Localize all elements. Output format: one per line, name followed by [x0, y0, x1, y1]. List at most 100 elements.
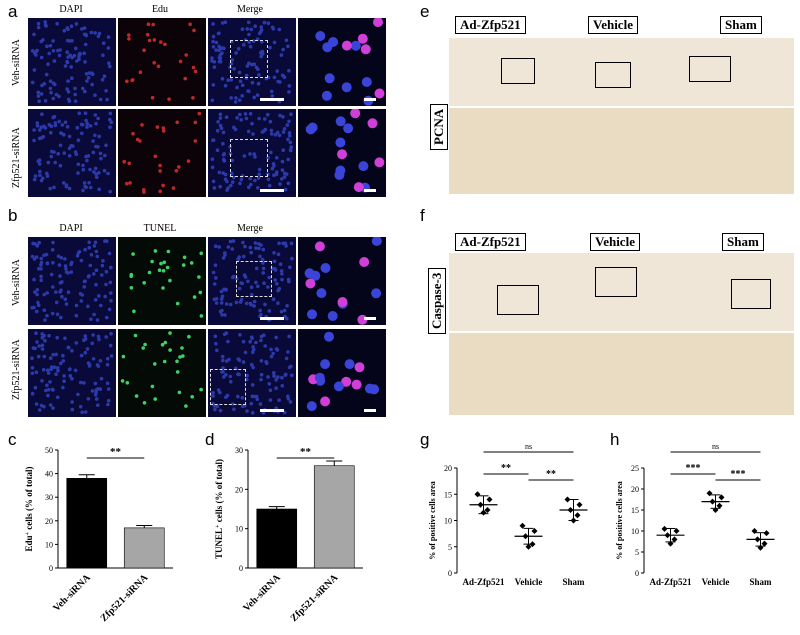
- cell-nucleus: [70, 407, 75, 412]
- cell-nucleus: [83, 247, 87, 252]
- cell-nucleus: [178, 355, 182, 359]
- cell-nucleus: [212, 65, 217, 69]
- cell-nucleus: [82, 181, 87, 185]
- cell-nucleus: [42, 308, 47, 312]
- cell-nucleus: [65, 59, 69, 64]
- cell-nucleus: [104, 239, 109, 243]
- cell-nucleus: [101, 259, 105, 263]
- cell-nucleus: [159, 261, 163, 266]
- data-point: [716, 502, 723, 509]
- cell-nuclei: [32, 111, 114, 194]
- cell-nucleus: [35, 340, 39, 344]
- cell-nucleus: [38, 169, 42, 174]
- cell-nucleus: [211, 270, 216, 275]
- cell-nucleus: [30, 305, 34, 310]
- cell-nucleus: [278, 182, 282, 186]
- significance-label: ***: [731, 469, 746, 480]
- cell-nucleus: [228, 374, 233, 379]
- cell-nucleus: [161, 183, 165, 188]
- cell-nucleus: [93, 240, 98, 245]
- cell-nucleus: [91, 150, 96, 155]
- cell-nucleus: [263, 302, 267, 307]
- cell-nucleus: [248, 301, 253, 306]
- cell-nucleus: [281, 115, 285, 119]
- cell-nucleus: [218, 53, 222, 57]
- cell-nuclei: [304, 237, 382, 325]
- data-point: [763, 530, 770, 537]
- cell-nucleus: [43, 23, 48, 27]
- cell-nucleus: [39, 274, 43, 279]
- cell-nucleus: [134, 394, 139, 398]
- cell-nucleus: [184, 404, 188, 408]
- cell-nucleus: [175, 120, 179, 125]
- cell-nucleus: [150, 259, 154, 264]
- y-tick-label: 10: [444, 517, 452, 526]
- cell-nucleus: [221, 358, 225, 363]
- cell-nucleus: [65, 50, 69, 54]
- y-tick-label: 20: [45, 517, 53, 526]
- scale-bar: [364, 409, 376, 412]
- cell-nucleus: [167, 97, 171, 101]
- micrograph-merge-zfp-b: [208, 329, 296, 417]
- cell-nucleus: [32, 68, 37, 72]
- cell-nucleus: [35, 288, 40, 292]
- y-tick-label: 20: [631, 485, 639, 494]
- cell-nuclei: [210, 111, 294, 192]
- cell-nucleus: [63, 297, 68, 301]
- cell-nucleus: [93, 113, 98, 117]
- cell-nucleus: [258, 402, 263, 406]
- cell-nucleus: [240, 404, 245, 409]
- cell-nucleus: [153, 249, 158, 253]
- data-point: [484, 507, 491, 513]
- cell-nucleus: [245, 27, 250, 31]
- cell-nucleus: [235, 116, 239, 120]
- cell-nucleus: [278, 262, 283, 266]
- cell-nucleus: [360, 44, 371, 55]
- cell-nucleus: [229, 183, 233, 188]
- cell-nucleus: [64, 184, 69, 189]
- cell-nucleus: [108, 280, 113, 285]
- cell-nucleus: [283, 314, 287, 319]
- cell-nucleus: [70, 55, 74, 60]
- cell-nucleus: [243, 350, 248, 355]
- cell-nucleus: [107, 251, 112, 256]
- cell-nucleus: [85, 79, 89, 83]
- cell-nucleus: [80, 410, 84, 415]
- cell-nucleus: [70, 349, 74, 353]
- cell-nucleus: [51, 39, 55, 43]
- y-tick-label: 30: [235, 446, 243, 455]
- pcna-zoom: [449, 108, 794, 194]
- cell-nucleus: [63, 64, 68, 68]
- cell-nucleus: [70, 400, 74, 404]
- cell-nucleus: [324, 331, 334, 342]
- cell-nucleus: [157, 268, 162, 272]
- cell-nucleus: [287, 119, 291, 124]
- cell-nucleus: [238, 112, 242, 117]
- cell-nucleus: [73, 92, 77, 97]
- cell-nucleus: [105, 97, 109, 102]
- cell-nucleus: [40, 176, 45, 181]
- cell-nucleus: [241, 254, 246, 259]
- cell-nucleus: [287, 279, 291, 284]
- cell-nucleus: [77, 111, 82, 116]
- cell-nucleus: [46, 393, 50, 398]
- cell-nucleus: [223, 313, 227, 317]
- cell-nucleus: [216, 31, 221, 36]
- cell-nucleus: [93, 381, 98, 386]
- cell-nucleus: [257, 73, 261, 77]
- cell-nucleus: [30, 356, 34, 360]
- cell-nucleus: [146, 22, 151, 26]
- cell-nucleus: [289, 112, 293, 116]
- data-point: [570, 517, 577, 524]
- cell-nucleus: [49, 272, 54, 277]
- cell-nucleus: [190, 395, 194, 399]
- cell-nucleus: [250, 121, 254, 126]
- cell-nucleus: [88, 124, 93, 128]
- cell-nucleus: [37, 162, 42, 166]
- bar: [256, 508, 298, 569]
- cell-nucleus: [87, 362, 92, 367]
- cell-nucleus: [250, 411, 255, 415]
- cell-nucleus: [35, 243, 40, 248]
- cell-nucleus: [67, 154, 72, 158]
- cell-nucleus: [138, 70, 143, 74]
